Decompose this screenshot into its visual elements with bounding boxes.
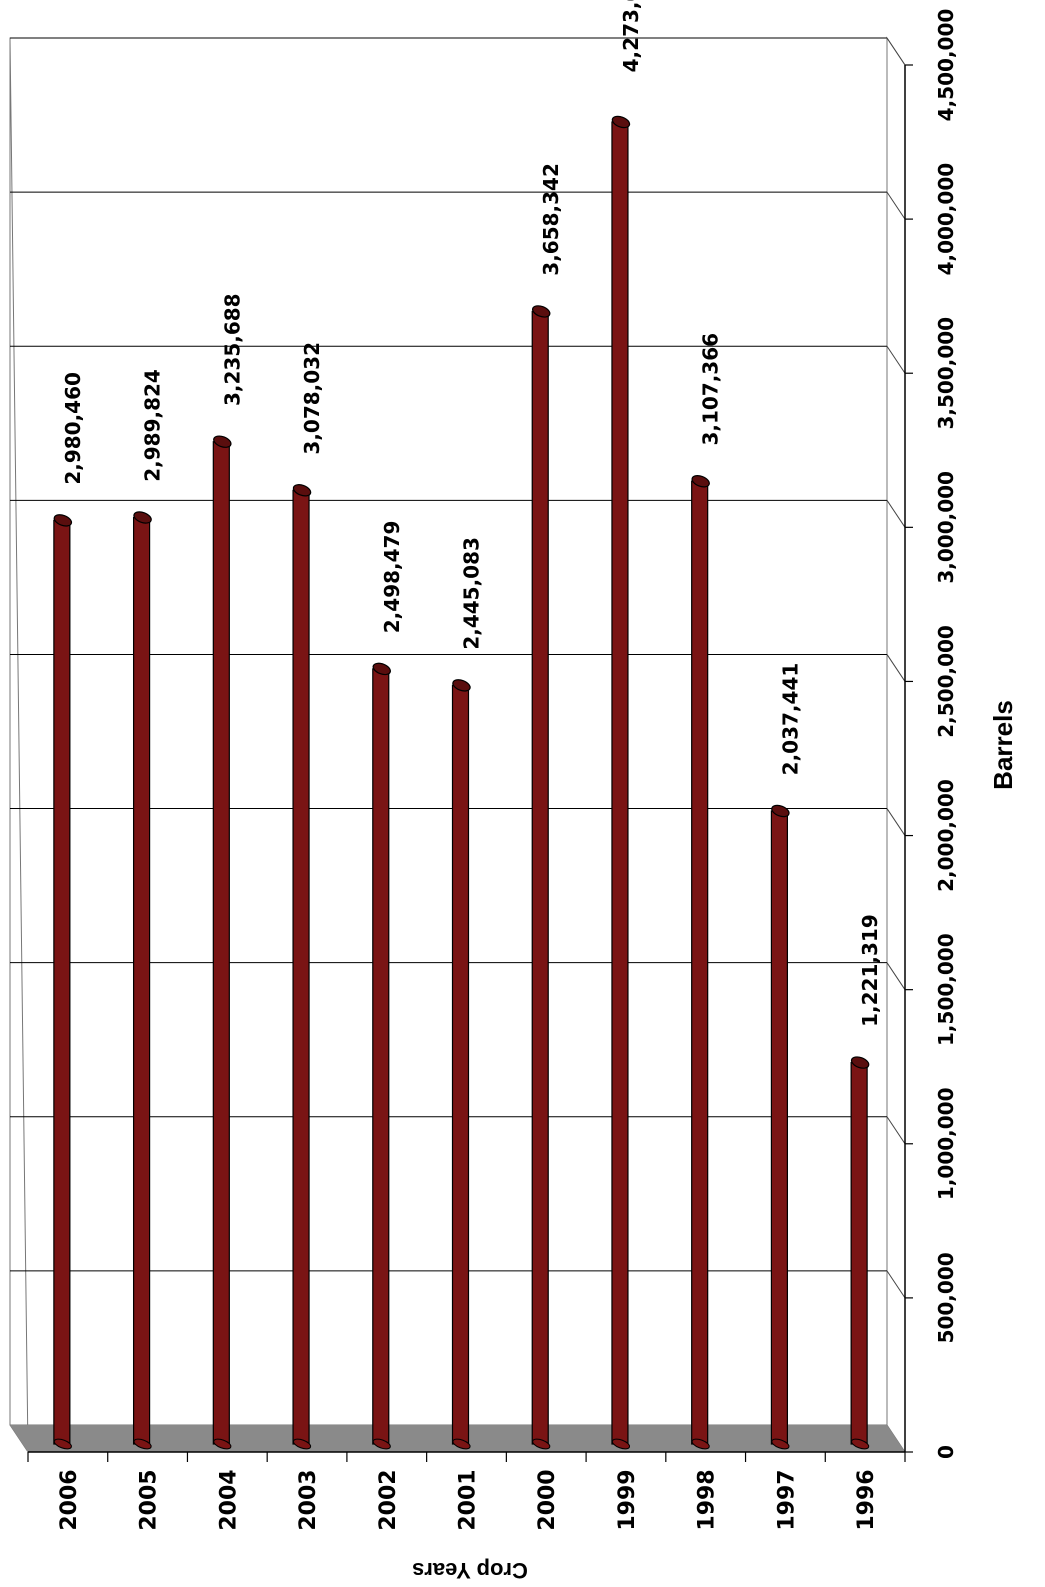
- data-label-2002: 2,498,479: [380, 521, 404, 634]
- bar-base: [213, 1438, 232, 1450]
- data-label-1998: 3,107,366: [699, 333, 723, 446]
- bar-2004: [212, 435, 232, 1450]
- value-tick-label: 3,000,000: [934, 471, 958, 584]
- bar-base: [452, 1438, 471, 1450]
- bar-cap: [372, 662, 392, 676]
- category-tick-label: 2006: [57, 1469, 82, 1530]
- bar-2002: [372, 662, 392, 1450]
- bar-base: [53, 1438, 72, 1450]
- value-tick-label: 4,500,000: [934, 9, 958, 122]
- category-tick-label: 2000: [535, 1469, 560, 1530]
- value-tick-label: 0: [934, 1445, 958, 1459]
- bar-cap: [133, 511, 152, 524]
- bar-2006: [53, 514, 73, 1450]
- bar-body: [531, 310, 549, 1445]
- category-tick-label: 2005: [137, 1469, 162, 1530]
- gridline-side: [886, 1116, 906, 1145]
- category-tick-label: 2002: [376, 1469, 401, 1530]
- category-axis-title: Crop Years: [412, 1558, 528, 1583]
- gridline-side: [886, 654, 906, 682]
- bar-base: [851, 1438, 870, 1450]
- bar-base: [771, 1438, 790, 1450]
- category-axis-ticks: 2006 2005 2004 2003 2002 2001 2000 1999 1998 1997…: [27, 1452, 906, 1531]
- bar-1997: [770, 804, 790, 1450]
- category-tick-label: 1998: [695, 1469, 720, 1530]
- bar-base: [133, 1438, 152, 1450]
- value-axis-title: Barrels: [988, 700, 1018, 790]
- value-tick-label: 4,000,000: [934, 163, 958, 276]
- bar-cap: [213, 435, 232, 448]
- bar-cap: [850, 1056, 870, 1069]
- value-tick-label: 1,500,000: [934, 933, 958, 1046]
- gridline-side: [886, 191, 906, 220]
- category-tick-label: 1997: [774, 1469, 799, 1530]
- data-label-1996: 1,221,319: [858, 914, 882, 1027]
- bar-1998: [691, 475, 710, 1450]
- gridlines: [10, 37, 906, 1299]
- gridline-side: [886, 1270, 906, 1299]
- bar-body: [451, 684, 470, 1445]
- bar-cap: [53, 514, 73, 527]
- data-label-2006: 2,980,460: [61, 372, 85, 485]
- bar-body: [372, 668, 390, 1445]
- category-tick-label: 1996: [854, 1469, 879, 1530]
- data-label-2000: 3,658,342: [539, 163, 563, 276]
- bar-cap: [531, 305, 551, 318]
- bar-body: [132, 516, 151, 1445]
- bar-body: [850, 1061, 868, 1445]
- gridline-side: [886, 500, 906, 528]
- bar-body: [212, 441, 230, 1445]
- bar-2005: [132, 511, 152, 1450]
- data-label-2001: 2,445,083: [460, 537, 484, 650]
- back-wall: [9, 37, 888, 1426]
- bar-body: [292, 489, 310, 1445]
- bar-2003: [292, 484, 312, 1450]
- value-tick-label: 3,500,000: [934, 317, 958, 430]
- value-tick-label: 500,000: [934, 1252, 958, 1343]
- bar-cap: [691, 475, 710, 488]
- data-label-1997: 2,037,441: [778, 663, 802, 776]
- data-label-2003: 3,078,032: [300, 342, 324, 455]
- data-label-1999: 4,273,0: [619, 0, 643, 72]
- bar-body: [611, 121, 629, 1445]
- data-labels: 2,980,460 2,989,824 3,235,688 3,078,032 2,49…: [61, 0, 882, 1027]
- gridline-side: [886, 37, 906, 66]
- value-tick-label: 2,000,000: [934, 779, 958, 892]
- bar-base: [691, 1438, 710, 1450]
- value-tick-label: 1,000,000: [934, 1087, 958, 1200]
- bar-base: [611, 1438, 631, 1450]
- bar-cap: [771, 804, 790, 818]
- bar-cap: [611, 115, 631, 129]
- category-tick-label: 2004: [216, 1469, 241, 1530]
- bar-base: [292, 1438, 312, 1450]
- bar-cap: [292, 484, 312, 497]
- data-label-2005: 2,989,824: [141, 369, 165, 482]
- bar-2000: [531, 305, 551, 1450]
- bar-body: [53, 519, 71, 1445]
- value-axis-ticks: 0 500,000 1,000,000 1,500,000 2,000,000 2,500…: [905, 9, 958, 1459]
- data-label-2004: 3,235,688: [220, 293, 244, 406]
- bar-2001: [451, 679, 471, 1450]
- bar-body: [691, 480, 709, 1445]
- gridline-side: [886, 962, 906, 990]
- bar-base: [532, 1438, 551, 1450]
- category-tick-label: 1999: [615, 1469, 640, 1530]
- category-tick-label: 2003: [296, 1469, 321, 1530]
- bar-1996: [850, 1056, 870, 1450]
- bar-base: [372, 1438, 391, 1450]
- bar-1999: [611, 115, 631, 1450]
- category-tick-label: 2001: [456, 1469, 481, 1530]
- bar-body: [770, 810, 789, 1445]
- gridline-side: [886, 808, 906, 836]
- side-wall: [886, 36, 906, 1454]
- bar-cap: [452, 679, 471, 692]
- gridline-side: [886, 345, 906, 374]
- bars: [53, 115, 870, 1450]
- value-tick-label: 2,500,000: [934, 625, 958, 738]
- chart-walls: [9, 36, 906, 1454]
